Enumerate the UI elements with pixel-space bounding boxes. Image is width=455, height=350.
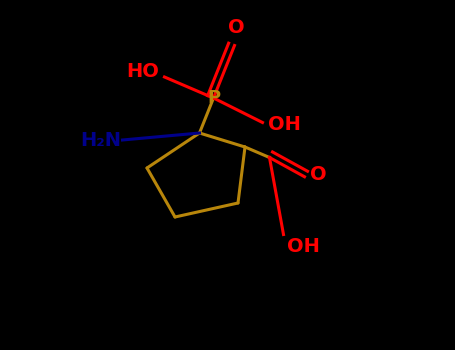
Text: O: O bbox=[228, 18, 245, 37]
Text: O: O bbox=[310, 166, 326, 184]
Text: OH: OH bbox=[287, 237, 320, 256]
Text: HO: HO bbox=[126, 62, 159, 81]
Text: P: P bbox=[207, 89, 220, 107]
Text: H₂N: H₂N bbox=[80, 131, 121, 149]
Text: OH: OH bbox=[268, 115, 301, 134]
